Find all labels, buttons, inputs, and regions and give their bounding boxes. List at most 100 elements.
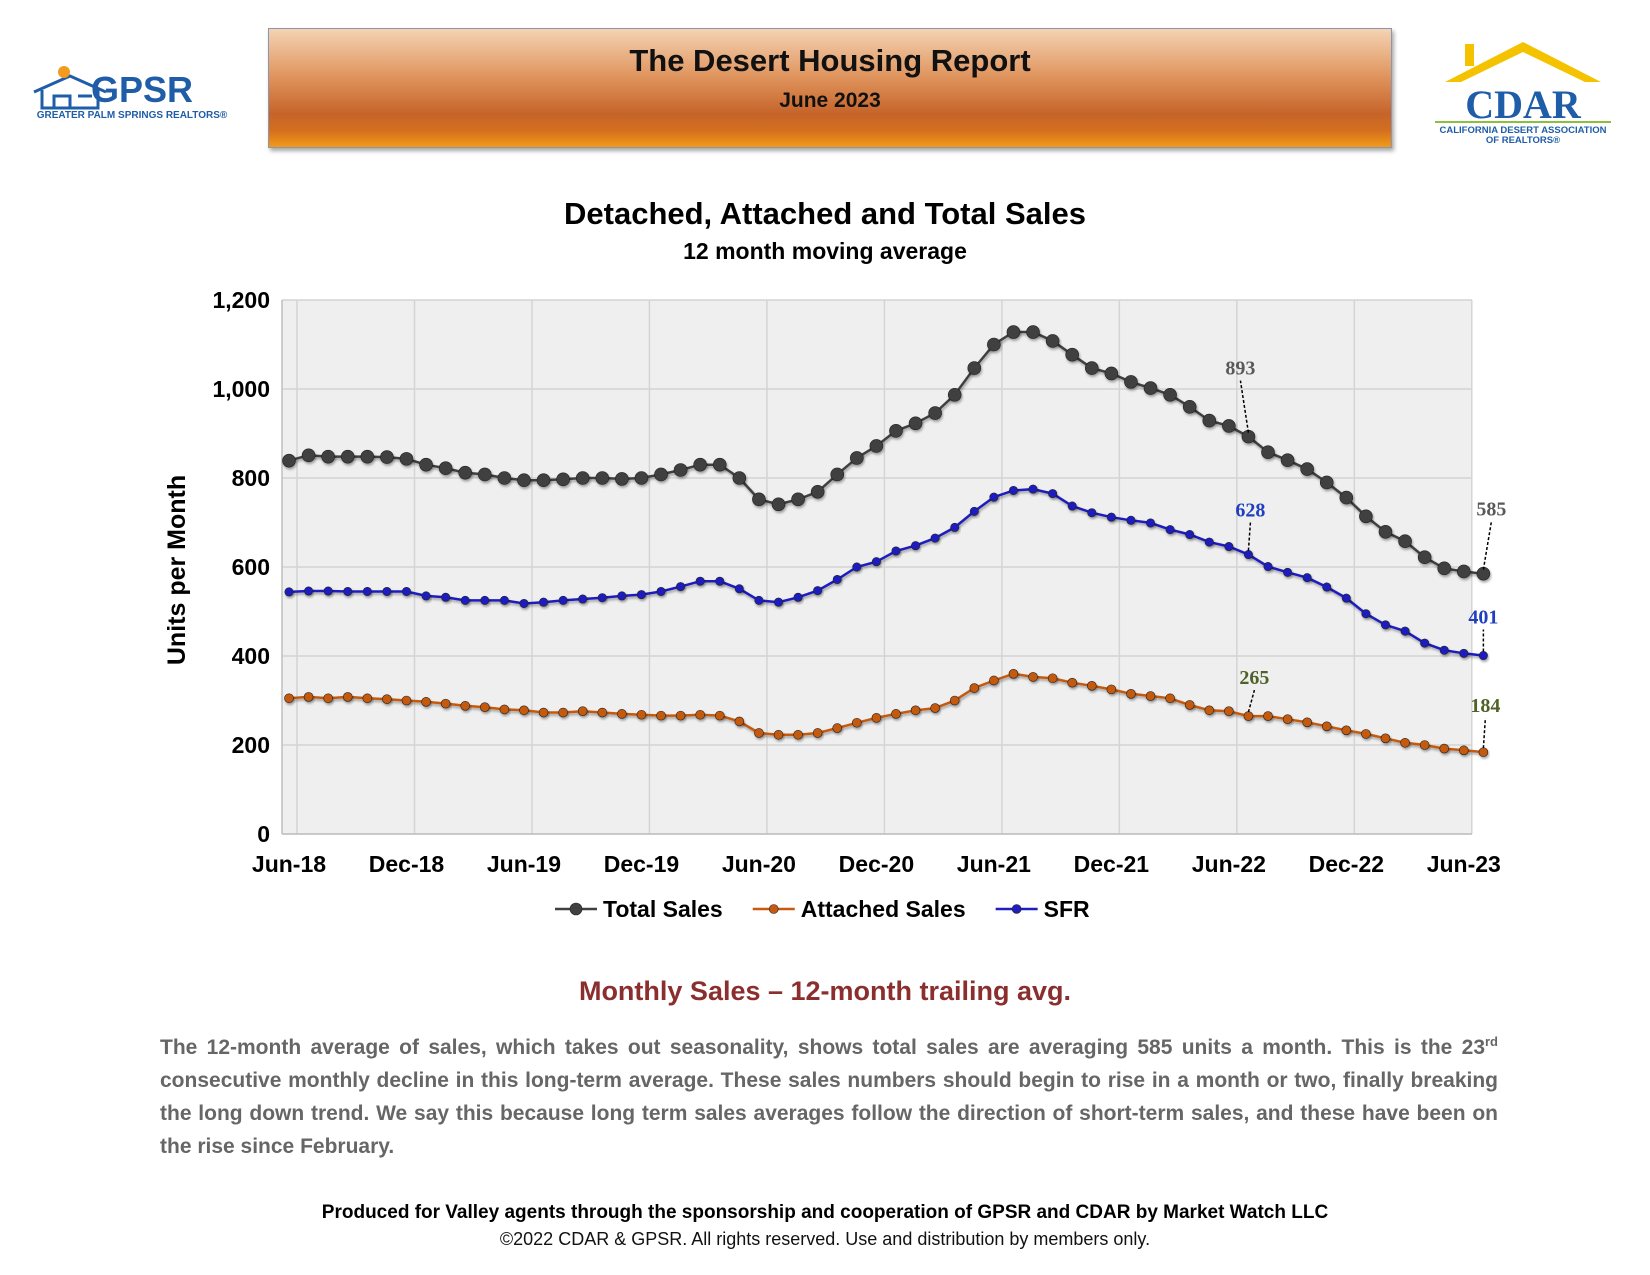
annotation-leader-line: [1482, 521, 1493, 570]
data-point-total-sales: [1378, 525, 1393, 539]
data-point-sfr: [617, 591, 627, 601]
data-point-total-sales: [1026, 325, 1040, 339]
cdar-logo: CDAR CALIFORNIA DESERT ASSOCIATION OF RE…: [1435, 42, 1611, 145]
data-point-total-sales: [752, 492, 766, 507]
y-axis-label: Units per Month: [163, 475, 191, 665]
data-point-attached-sales: [1145, 691, 1156, 701]
data-point-attached-sales: [1106, 684, 1117, 695]
y-tick-label: 0: [257, 821, 270, 847]
data-point-sfr: [284, 587, 294, 597]
data-point-total-sales: [1300, 462, 1314, 476]
data-point-attached-sales: [479, 702, 490, 712]
data-point-sfr: [1008, 485, 1018, 495]
cdar-logo-tagline-2: OF REALTORS®: [1486, 135, 1560, 145]
data-point-attached-sales: [812, 728, 823, 738]
data-point-total-sales: [1319, 475, 1334, 490]
data-point-attached-sales: [832, 723, 843, 733]
data-point-attached-sales: [1165, 693, 1175, 704]
data-point-total-sales: [1359, 509, 1373, 524]
data-point-total-sales: [321, 449, 335, 464]
data-point-total-sales: [928, 406, 942, 420]
data-point-total-sales: [615, 472, 629, 486]
data-point-total-sales: [634, 471, 649, 485]
data-point-attached-sales: [675, 710, 686, 721]
data-point-sfr: [539, 597, 549, 607]
data-point-sfr: [695, 576, 705, 586]
data-point-total-sales: [1124, 375, 1138, 389]
sun-icon: [58, 66, 70, 78]
data-point-sfr: [969, 506, 979, 516]
data-point-total-sales: [477, 467, 492, 482]
x-tick-label: Jun-19: [487, 851, 561, 877]
data-point-sfr: [1165, 525, 1175, 535]
data-point-sfr: [891, 546, 901, 556]
data-point-total-sales: [1163, 387, 1177, 402]
data-point-sfr: [930, 533, 940, 543]
data-point-total-sales: [556, 472, 570, 487]
chart-title: Detached, Attached and Total Sales: [564, 196, 1086, 231]
data-point-total-sales: [1202, 413, 1217, 428]
data-point-total-sales: [1065, 347, 1079, 362]
data-point-sfr: [1087, 508, 1097, 518]
data-point-total-sales: [1084, 361, 1099, 375]
footer-copyright: ©2022 CDAR & GPSR. All rights reserved. …: [499, 1229, 1151, 1249]
data-point-total-sales: [908, 416, 923, 431]
cdar-logo-text: CDAR: [1465, 82, 1582, 127]
data-point-attached-sales: [1067, 677, 1077, 688]
data-point-attached-sales: [773, 729, 784, 740]
data-point-attached-sales: [440, 698, 451, 709]
data-point-sfr: [676, 582, 686, 592]
data-point-attached-sales: [401, 695, 412, 706]
data-point-total-sales: [712, 457, 727, 472]
data-point-sfr: [1204, 537, 1214, 547]
data-point-total-sales: [1261, 445, 1275, 459]
data-point-attached-sales: [284, 693, 294, 704]
data-point-sfr: [1380, 620, 1390, 630]
data-point-attached-sales: [519, 705, 529, 716]
x-tick-label: Jun-21: [957, 851, 1031, 877]
data-point-attached-sales: [1086, 681, 1097, 691]
data-point-total-sales: [419, 457, 433, 472]
data-point-sfr: [519, 598, 529, 608]
data-point-attached-sales: [1478, 747, 1489, 757]
data-point-total-sales: [810, 484, 825, 499]
y-tick-label: 800: [232, 465, 270, 491]
x-tick-label: Jun-22: [1192, 851, 1266, 877]
data-point-sfr: [1224, 542, 1234, 552]
data-point-total-sales: [282, 453, 296, 468]
data-point-sfr: [1126, 515, 1136, 525]
house-logo-icon: [33, 74, 107, 110]
x-tick-label: Dec-18: [369, 851, 445, 877]
legend-swatch-marker: [569, 902, 583, 916]
data-point-attached-sales: [421, 697, 431, 707]
data-point-attached-sales: [989, 675, 999, 686]
data-point-sfr: [362, 586, 372, 596]
data-point-sfr: [656, 586, 666, 596]
annotation-leader-line: [1482, 718, 1487, 749]
data-point-attached-sales: [656, 710, 666, 721]
annotation-leader-line: [1247, 689, 1256, 713]
data-point-attached-sales: [460, 701, 471, 711]
y-tick-label: 600: [232, 554, 270, 580]
cdar-logo-tagline-1: CALIFORNIA DESERT ASSOCIATION: [1440, 125, 1607, 136]
x-tick-label: Jun-18: [252, 851, 326, 877]
data-point-attached-sales: [1263, 711, 1273, 721]
data-point-total-sales: [1182, 399, 1197, 414]
data-point-total-sales: [869, 439, 884, 453]
data-point-attached-sales: [1224, 706, 1234, 716]
data-point-sfr: [343, 586, 353, 596]
legend-swatch-marker: [768, 904, 779, 914]
data-point-attached-sales: [1459, 745, 1469, 756]
data-point-total-sales: [947, 387, 962, 402]
data-point-sfr: [852, 562, 862, 572]
data-point-total-sales: [458, 465, 473, 480]
data-point-sfr: [597, 593, 607, 603]
data-point-sfr: [1322, 582, 1332, 592]
data-point-sfr: [636, 590, 646, 600]
data-label-sfr: 628: [1235, 500, 1265, 522]
data-point-attached-sales: [1047, 673, 1058, 684]
data-point-total-sales: [301, 448, 316, 463]
data-point-total-sales: [575, 471, 590, 485]
legend-label-sfr: SFR: [1044, 896, 1090, 922]
data-point-sfr: [773, 597, 783, 607]
